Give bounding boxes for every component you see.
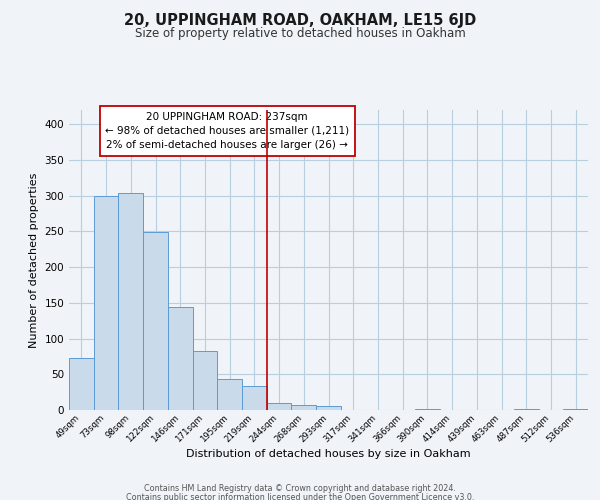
Bar xyxy=(563,408,588,410)
Bar xyxy=(168,307,193,410)
Bar xyxy=(292,405,316,410)
X-axis label: Distribution of detached houses by size in Oakham: Distribution of detached houses by size … xyxy=(186,450,471,460)
Y-axis label: Number of detached properties: Number of detached properties xyxy=(29,172,39,348)
Text: 20, UPPINGHAM ROAD, OAKHAM, LE15 6JD: 20, UPPINGHAM ROAD, OAKHAM, LE15 6JD xyxy=(124,12,476,28)
Bar xyxy=(242,386,267,410)
Bar xyxy=(94,196,118,410)
Bar xyxy=(514,408,539,410)
Bar xyxy=(193,350,217,410)
Bar xyxy=(217,378,242,410)
Text: 20 UPPINGHAM ROAD: 237sqm
← 98% of detached houses are smaller (1,211)
2% of sem: 20 UPPINGHAM ROAD: 237sqm ← 98% of detac… xyxy=(105,112,349,150)
Bar xyxy=(267,403,292,410)
Bar xyxy=(118,193,143,410)
Bar xyxy=(69,358,94,410)
Text: Contains HM Land Registry data © Crown copyright and database right 2024.: Contains HM Land Registry data © Crown c… xyxy=(144,484,456,493)
Bar xyxy=(316,406,341,410)
Bar xyxy=(143,232,168,410)
Text: Size of property relative to detached houses in Oakham: Size of property relative to detached ho… xyxy=(134,28,466,40)
Text: Contains public sector information licensed under the Open Government Licence v3: Contains public sector information licen… xyxy=(126,494,474,500)
Bar xyxy=(415,408,440,410)
